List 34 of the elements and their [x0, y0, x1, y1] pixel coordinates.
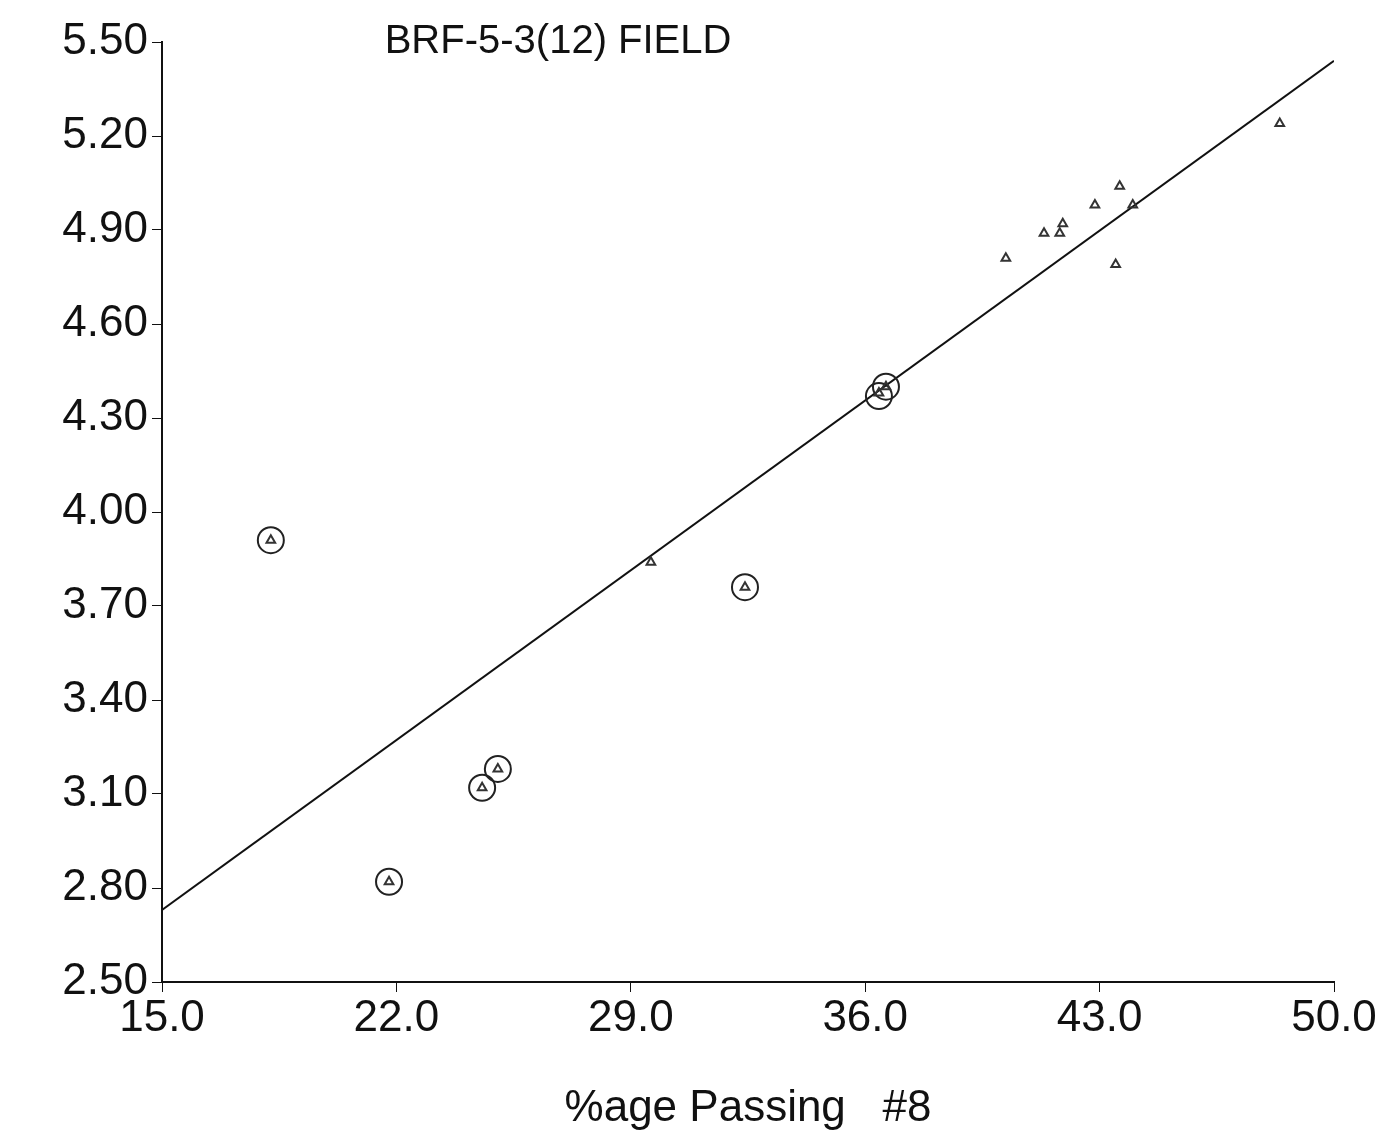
x-tick-label: 36.0 — [822, 990, 909, 1040]
x-tick-label: 50.0 — [1291, 990, 1377, 1040]
y-tick-label: 2.80 — [62, 860, 148, 910]
y-tick-label: 5.50 — [62, 14, 148, 64]
chart-title: BRF-5-3(12) FIELD — [384, 17, 732, 62]
point — [730, 573, 759, 602]
point — [645, 556, 657, 566]
x-tick-label: 29.0 — [587, 990, 674, 1040]
point — [1000, 252, 1012, 262]
point — [1114, 180, 1126, 190]
y-tick-label: 4.30 — [62, 390, 148, 440]
point — [1054, 227, 1066, 237]
point — [375, 867, 404, 896]
x-tick-label: 22.0 — [353, 990, 440, 1040]
point — [1274, 117, 1286, 127]
point — [864, 382, 893, 411]
y-tick-label: 4.90 — [62, 202, 148, 252]
point — [1057, 217, 1069, 228]
point — [1089, 198, 1101, 209]
point — [1110, 258, 1121, 268]
y-tick-label: 3.70 — [62, 578, 148, 628]
y-tick-label: 3.10 — [62, 766, 148, 816]
y-tick-label: 3.40 — [62, 672, 148, 722]
point — [1127, 198, 1139, 209]
point — [483, 754, 512, 783]
y-tick-label: 4.00 — [62, 484, 148, 534]
point — [256, 526, 285, 555]
y-tick-label: 4.60 — [62, 296, 148, 346]
y-tick-label: 5.20 — [62, 108, 148, 158]
point — [468, 773, 497, 802]
x-tick-label: 43.0 — [1056, 990, 1143, 1040]
point — [1038, 227, 1050, 237]
x-axis-title: %age Passing #8 — [564, 1080, 932, 1130]
point — [871, 372, 900, 401]
